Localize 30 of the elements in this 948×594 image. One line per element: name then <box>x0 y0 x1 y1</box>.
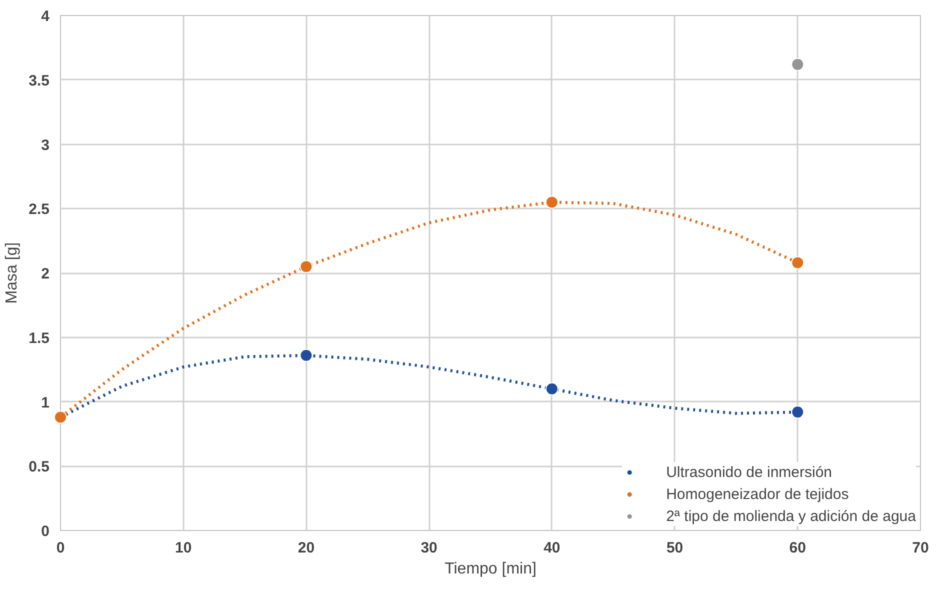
x-tick-label: 10 <box>175 540 192 556</box>
y-tick-label: 1 <box>41 394 50 412</box>
legend-label: Homogeneizador de tejidos <box>666 486 849 502</box>
legend-label: Ultrasonido de inmersión <box>666 464 832 480</box>
y-tick-label: 2.5 <box>28 201 50 218</box>
x-tick-label: 40 <box>544 540 560 556</box>
x-tick-label: 30 <box>420 540 438 556</box>
y-tick-label: 1.5 <box>28 330 50 347</box>
x-tick-label: 60 <box>789 540 806 556</box>
y-tick-label: 3.5 <box>28 72 50 90</box>
y-tick-label: 4 <box>41 8 50 25</box>
y-tick-label: 2 <box>41 266 50 282</box>
y-axis-title: Masa [g] <box>4 242 21 304</box>
y-tick-label: 3 <box>41 136 50 154</box>
x-tick-label: 50 <box>666 540 684 556</box>
y-tick-label: 0 <box>41 523 50 540</box>
point <box>791 256 804 270</box>
point <box>300 348 313 362</box>
legend-label: 2ª tipo de molienda y adición de agua <box>666 508 916 524</box>
point <box>545 382 558 396</box>
point <box>791 58 804 71</box>
point <box>545 196 558 209</box>
x-tick-label: 0 <box>56 540 65 556</box>
point <box>300 260 313 274</box>
x-axis-title: Tiempo [min] <box>444 560 536 578</box>
x-tick-label: 20 <box>298 540 315 556</box>
x-tick-label: 70 <box>912 540 929 556</box>
y-tick-label: 0.5 <box>28 458 50 476</box>
point <box>54 410 67 424</box>
point <box>791 406 804 419</box>
